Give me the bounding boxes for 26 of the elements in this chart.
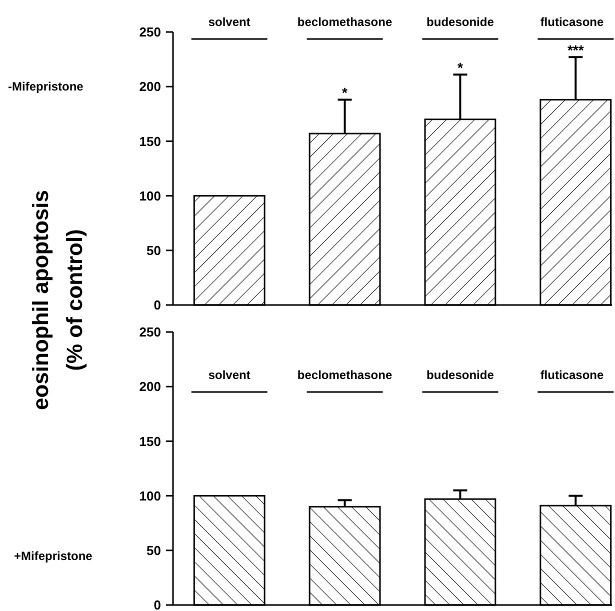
x-tick-label: fluticasone bbox=[540, 368, 604, 382]
y-tick-label: 100 bbox=[139, 188, 161, 204]
x-tick-label: budesonide bbox=[426, 368, 494, 382]
x-tick-label: beclomethasone bbox=[297, 15, 392, 29]
y-tick-label: 250 bbox=[139, 324, 161, 340]
y-tick-label: 200 bbox=[139, 379, 161, 394]
y-tick-label: 50 bbox=[146, 242, 161, 258]
y-tick-label: 100 bbox=[139, 488, 161, 504]
x-tick-label: budesonide bbox=[426, 15, 494, 29]
y-tick-label: 50 bbox=[146, 542, 161, 558]
text: +Mifepristone bbox=[14, 549, 93, 563]
y-tick-label: 200 bbox=[139, 79, 161, 94]
annotation: *** bbox=[567, 42, 584, 58]
x-tick-label: beclomethasone bbox=[297, 368, 392, 382]
text: -Mifepristone bbox=[8, 80, 84, 94]
y-tick-label: 0 bbox=[154, 298, 161, 313]
x-tick-label: solvent bbox=[208, 15, 250, 29]
y-axis-title: eosinophil apoptosis (% of control) bbox=[28, 190, 87, 410]
x-tick-label: fluticasone bbox=[540, 15, 604, 29]
y-tick-label: 150 bbox=[139, 134, 161, 149]
annotation: * bbox=[342, 84, 348, 101]
annotation: * bbox=[457, 60, 464, 76]
y-tick-label: 0 bbox=[154, 598, 161, 611]
y-tick-label: 150 bbox=[139, 434, 161, 449]
x-tick-label: solvent bbox=[208, 368, 250, 382]
y-tick-label: 250 bbox=[139, 24, 161, 40]
